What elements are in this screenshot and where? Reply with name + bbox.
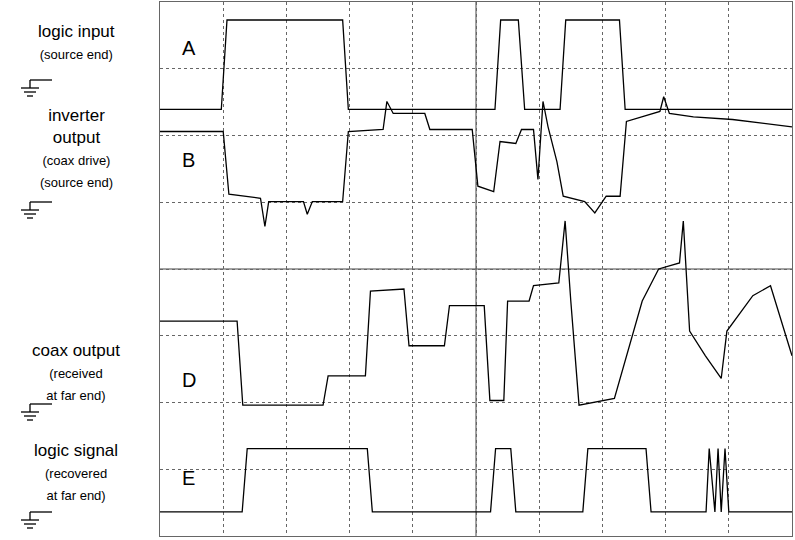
svg-text:B: B [182,149,195,171]
svg-text:E: E [182,467,195,489]
svg-text:D: D [182,369,196,391]
svg-text:inverteroutput(coax drive)(sou: inverteroutput(coax drive)(source end) [40,106,113,190]
svg-text:logic signal(recoveredat far e: logic signal(recoveredat far end) [34,441,118,503]
svg-text:A: A [182,37,196,59]
svg-text:logic input(source end): logic input(source end) [38,22,115,62]
svg-text:coax output(receivedat far end: coax output(receivedat far end) [32,341,120,403]
